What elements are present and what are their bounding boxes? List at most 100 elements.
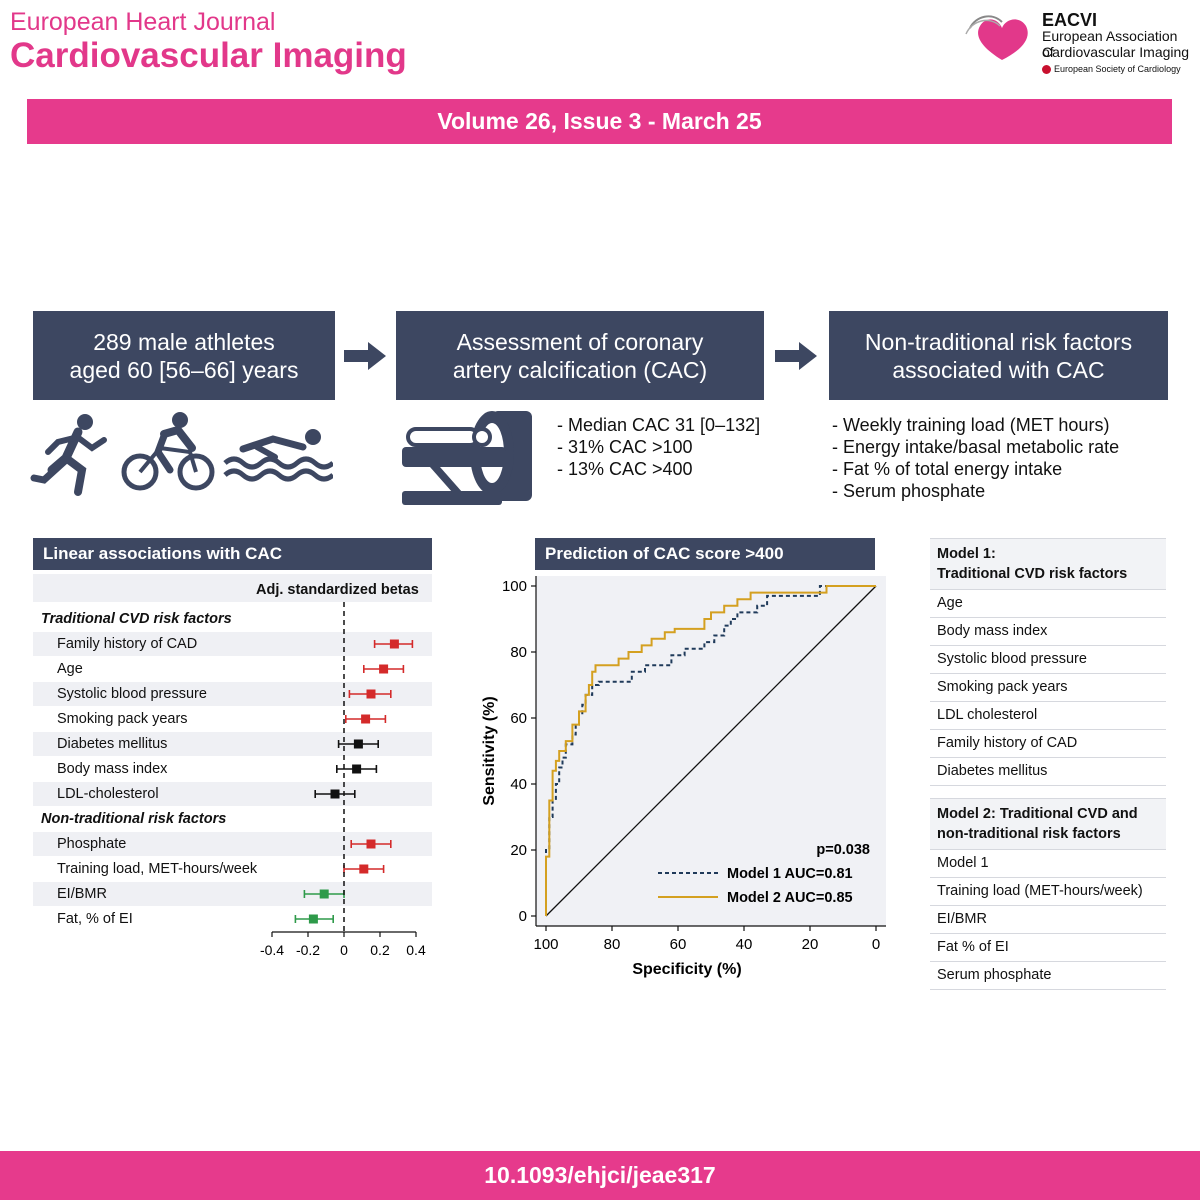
- roc-y-tick-label: 60: [510, 710, 527, 727]
- model-item: Body mass index: [930, 617, 1166, 645]
- model-item: Systolic blood pressure: [930, 645, 1166, 673]
- forest-row: Fat, % of EI: [33, 907, 432, 931]
- forest-x-tick-label: -0.2: [296, 942, 320, 958]
- forest-row-label: Phosphate: [57, 836, 127, 852]
- forest-row-label: Diabetes mellitus: [57, 736, 168, 752]
- forest-point: [389, 639, 399, 649]
- cac-stat: - Median CAC 31 [0–132]: [557, 415, 761, 435]
- forest-row-label: LDL-cholesterol: [57, 786, 159, 802]
- athlete-icons: [30, 412, 215, 496]
- forest-row: Smoking pack years: [33, 707, 432, 731]
- model-item: Diabetes mellitus: [930, 757, 1166, 785]
- roc-y-label: Sensitivity (%): [481, 696, 498, 805]
- runner-icon: [30, 414, 107, 496]
- forest-x-tick-label: 0: [340, 942, 348, 958]
- nontrad-item: - Weekly training load (MET hours): [832, 415, 1110, 435]
- roc-x-label: Specificity (%): [632, 961, 741, 978]
- roc-y-tick-label: 80: [510, 644, 527, 661]
- forest-group-label: Non-traditional risk factors: [41, 811, 227, 827]
- roc-legend-label: Model 1 AUC=0.81: [727, 866, 853, 882]
- roc-reference-line: [545, 585, 877, 917]
- model-item: LDL cholesterol: [930, 701, 1166, 729]
- forest-header-row: [33, 574, 432, 602]
- nontrad-item: - Serum phosphate: [832, 481, 986, 501]
- logo-name: EACVI: [1042, 10, 1098, 30]
- roc-x-tick-label: 0: [872, 936, 880, 953]
- forest-title: Linear associations with CAC: [33, 538, 432, 570]
- forest-point: [353, 739, 363, 749]
- roc-p-value: p=0.038: [816, 842, 870, 858]
- ct-scanner-icon: [402, 411, 532, 505]
- forest-point: [330, 789, 340, 799]
- nontrad-item: - Energy intake/basal metabolic rate: [832, 437, 1120, 457]
- forest-plot: -0.4 -0.2 0 0.2 0.4: [260, 602, 426, 958]
- roc-y-tick-label: 0: [519, 908, 527, 925]
- forest-row-label: Smoking pack years: [57, 711, 188, 727]
- model2-table: Model 2: Traditional CVD and non-traditi…: [930, 798, 1166, 990]
- forest-point: [352, 764, 362, 774]
- forest-row-label: Body mass index: [57, 761, 168, 777]
- cac-stat: - 13% CAC >400: [557, 459, 693, 479]
- journal-subtitle: Cardiovascular Imaging: [10, 36, 407, 75]
- journal-name: European Heart Journal: [10, 8, 276, 36]
- forest-point: [359, 864, 369, 874]
- flow-box-cac: Assessment of coronary artery calcificati…: [396, 311, 764, 400]
- roc-y-tick-label: 100: [502, 578, 527, 595]
- forest-row-label: Systolic blood pressure: [57, 686, 207, 702]
- forest-point: [308, 914, 318, 924]
- roc-title: Prediction of CAC score >400: [535, 538, 875, 570]
- model-item: Age: [930, 589, 1166, 617]
- nontrad-item: - Fat % of total energy intake: [832, 459, 1063, 479]
- roc-x-tick-label: 100: [533, 936, 558, 953]
- model-item: EI/BMR: [930, 905, 1166, 933]
- forest-row-label: Age: [57, 661, 83, 677]
- cac-stats-list: - Median CAC 31 [0–132] - 31% CAC >100 -…: [557, 414, 760, 480]
- model-item: Model 1: [930, 849, 1166, 877]
- eacvi-logo: EACVI European Association of Cardiovasc…: [962, 8, 1192, 78]
- forest-row: Training load, MET-hours/week: [33, 857, 432, 881]
- roc-x-tick-label: 60: [670, 936, 687, 953]
- roc-y-tick-label: 40: [510, 776, 527, 793]
- roc-x-tick-label: 20: [802, 936, 819, 953]
- forest-group-label: Traditional CVD risk factors: [41, 611, 232, 627]
- swimmer-icon: [223, 429, 333, 482]
- nontrad-risk-list: - Weekly training load (MET hours) - Ene…: [832, 414, 1119, 502]
- forest-x-tick-label: 0.4: [406, 942, 426, 958]
- roc-x-tick-label: 80: [604, 936, 621, 953]
- model-item: Fat % of EI: [930, 933, 1166, 961]
- model-item: Training load (MET-hours/week): [930, 877, 1166, 905]
- esc-icon: [1042, 65, 1051, 75]
- roc-series-line: [545, 585, 876, 916]
- arrow-right-icon: [775, 342, 817, 370]
- forest-x-tick-label: -0.4: [260, 942, 284, 958]
- model-item: Smoking pack years: [930, 673, 1166, 701]
- roc-y-tick-label: 20: [510, 842, 527, 859]
- forest-row-label: Fat, % of EI: [57, 911, 133, 927]
- roc-x-tick-label: 40: [736, 936, 753, 953]
- forest-row-label: EI/BMR: [57, 886, 107, 902]
- heart-logo-icon: [965, 15, 1028, 60]
- cac-stat: - 31% CAC >100: [557, 437, 693, 457]
- forest-point: [366, 689, 376, 699]
- forest-row-label: Family history of CAD: [57, 636, 198, 652]
- roc-chart: 0 20 40 60 80 100 100 80 60 40 20 0 Specificity (%) S…: [481, 576, 886, 978]
- doi-banner: 10.1093/ehjci/jeae317: [0, 1151, 1200, 1200]
- roc-series-line: [545, 585, 876, 916]
- issue-banner: Volume 26, Issue 3 - March 25: [27, 99, 1172, 144]
- forest-row: LDL-cholesterol: [33, 782, 432, 806]
- model-item: Serum phosphate: [930, 961, 1166, 989]
- logo-sub1: European Association of: [1042, 28, 1178, 60]
- forest-point: [319, 889, 329, 899]
- flow-box-nontrad: Non-traditional risk factors associated w…: [829, 311, 1168, 400]
- forest-point: [366, 839, 376, 849]
- model1-table: Model 1: Traditional CVD risk factors Ag…: [930, 538, 1166, 786]
- logo-sub2: Cardiovascular Imaging: [1042, 44, 1190, 60]
- model1-title: Model 1: Traditional CVD risk factors: [930, 538, 1166, 589]
- model2-title: Model 2: Traditional CVD and non-traditi…: [930, 798, 1166, 849]
- forest-row-label: Training load, MET-hours/week: [57, 861, 258, 877]
- forest-row: Body mass index: [33, 757, 432, 781]
- roc-legend-label: Model 2 AUC=0.85: [727, 890, 853, 906]
- forest-point: [361, 714, 371, 724]
- forest-row: Family history of CAD: [33, 632, 432, 656]
- logo-esc: European Society of Cardiology: [1042, 64, 1181, 75]
